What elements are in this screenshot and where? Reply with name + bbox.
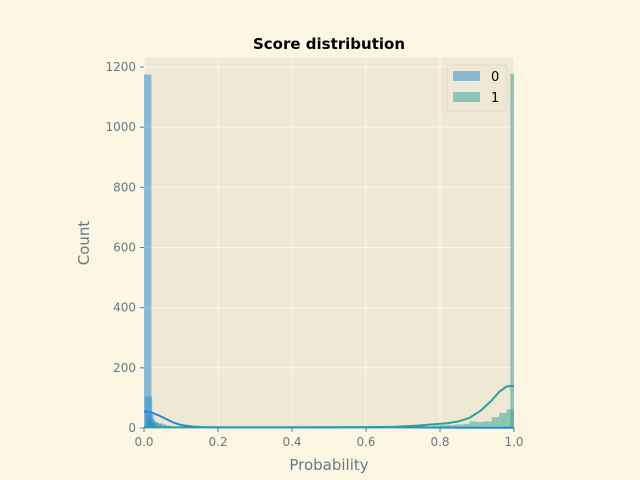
x-tick-label: 0.0 <box>134 435 153 449</box>
histogram-bar-series-1 <box>491 417 500 428</box>
histogram-bar-series-1 <box>510 73 514 428</box>
plot-background <box>144 58 514 428</box>
histogram-bar-series-0 <box>144 74 152 429</box>
y-tick-label: 1000 <box>105 120 136 134</box>
y-tick-label: 400 <box>113 301 136 315</box>
histogram-bar-series-1 <box>484 421 492 428</box>
kde-line-series-1 <box>144 384 515 429</box>
histogram-bar-series-1 <box>462 423 470 428</box>
y-axis-label: Count <box>75 221 93 266</box>
x-axis-ticks: 0.0 0.2 0.4 0.6 0.8 1.0 <box>134 428 524 449</box>
y-tick-label: 0 <box>128 421 136 435</box>
x-tick-label: 1.0 <box>504 435 523 449</box>
y-tick-label: 800 <box>113 180 136 194</box>
y-tick-label: 1200 <box>105 60 136 74</box>
legend: 0 1 <box>446 64 508 112</box>
x-tick-label: 0.8 <box>430 435 449 449</box>
histogram-bar-series-1 <box>454 424 463 428</box>
y-tick-label: 600 <box>113 241 136 255</box>
legend-swatch-0 <box>453 71 480 81</box>
histogram-bar-series-0 <box>151 422 159 428</box>
chart-title: Score distribution <box>253 35 405 53</box>
y-tick-label: 200 <box>113 361 136 375</box>
legend-swatch-1 <box>453 92 480 102</box>
x-axis-label: Probability <box>289 456 368 474</box>
histogram-bar-series-1 <box>477 421 485 428</box>
x-tick-label: 0.4 <box>282 435 301 449</box>
legend-label-0: 0 <box>491 70 499 85</box>
x-tick-label: 0.2 <box>208 435 227 449</box>
histogram-bar-series-1 <box>499 412 507 428</box>
x-tick-label: 0.6 <box>356 435 375 449</box>
histogram-bar-series-1 <box>447 424 455 428</box>
histogram-bar-series-1 <box>469 421 477 428</box>
kde-lines <box>143 384 515 429</box>
y-axis-ticks: 0 200 400 600 800 1000 1200 <box>105 60 144 435</box>
legend-label-1: 1 <box>491 91 499 106</box>
